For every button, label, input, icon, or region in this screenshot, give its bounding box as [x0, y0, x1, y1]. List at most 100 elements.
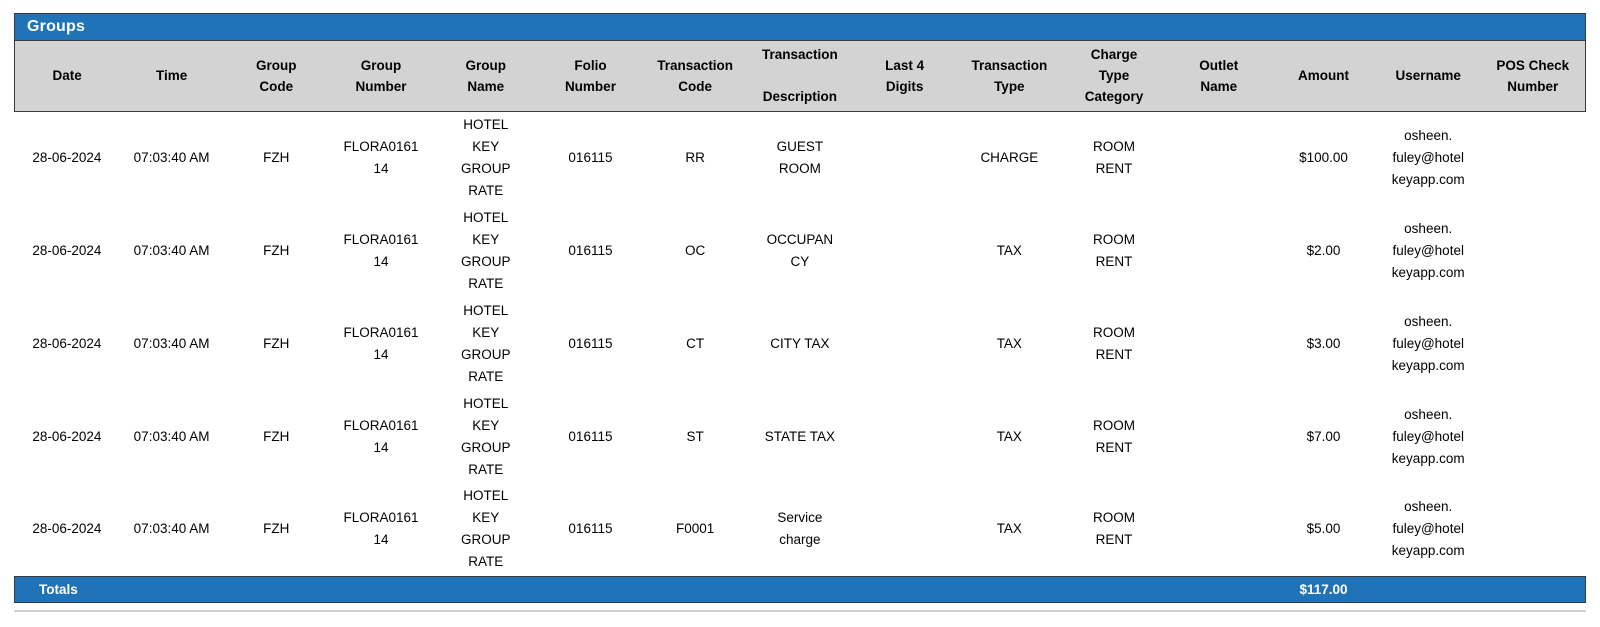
cell-transaction_type: TAX [956, 204, 1062, 297]
cell-transaction_type: CHARGE [956, 111, 1062, 204]
cell-date: 28-06-2024 [14, 204, 120, 297]
cell-last_4_digits [852, 111, 957, 204]
header-row: Date Time Group Code Group Number Group Name… [14, 41, 1586, 112]
cell-time: 07:03:40 AM [119, 297, 224, 390]
table-footer: Totals $117.00 [14, 575, 1586, 603]
totals-row: Totals $117.00 [14, 575, 1586, 603]
cell-pos_check_number [1480, 483, 1586, 576]
cell-outlet_name [1166, 204, 1272, 297]
cell-transaction_description: STATE TAX [747, 390, 853, 483]
table-row: 28-06-2024 07:03:40 AM FZH FLORA0161 14 HOTE… [14, 390, 1586, 483]
totals-label: Totals [14, 575, 1272, 603]
groups-transactions-table: Date Time Group Code Group Number Group Name… [14, 41, 1586, 603]
cell-charge_type_category: ROOM RENT [1061, 111, 1167, 204]
cell-transaction_code: F0001 [642, 483, 748, 576]
cell-folio_number: 016115 [538, 111, 643, 204]
cell-date: 28-06-2024 [14, 390, 120, 483]
cell-last_4_digits [852, 297, 957, 390]
cell-group_name: HOTEL KEY GROUP RATE [433, 297, 539, 390]
cell-username: osheen. fuley@hotel keyapp.com [1375, 483, 1481, 576]
groups-title-bar: Groups [14, 13, 1586, 41]
column-header-transaction_type: Transaction Type [956, 41, 1062, 112]
cell-group_number: FLORA0161 14 [328, 390, 434, 483]
table-header: Date Time Group Code Group Number Group Name… [14, 41, 1586, 112]
cell-last_4_digits [852, 483, 957, 576]
column-header-time: Time [119, 41, 224, 112]
table-body: 28-06-2024 07:03:40 AM FZH FLORA0161 14 HOTE… [14, 111, 1586, 576]
cell-group_code: FZH [223, 297, 329, 390]
table-row: 28-06-2024 07:03:40 AM FZH FLORA0161 14 HOTE… [14, 483, 1586, 576]
cell-username: osheen. fuley@hotel keyapp.com [1375, 204, 1481, 297]
cell-outlet_name [1166, 297, 1272, 390]
cell-username: osheen. fuley@hotel keyapp.com [1375, 111, 1481, 204]
column-header-date: Date [14, 41, 120, 112]
column-header-username: Username [1375, 41, 1481, 112]
cell-group_name: HOTEL KEY GROUP RATE [433, 111, 539, 204]
cell-time: 07:03:40 AM [119, 483, 224, 576]
cell-username: osheen. fuley@hotel keyapp.com [1375, 390, 1481, 483]
page-title: Groups [27, 18, 86, 35]
cell-amount: $5.00 [1271, 483, 1376, 576]
cell-group_number: FLORA0161 14 [328, 483, 434, 576]
cell-amount: $7.00 [1271, 390, 1376, 483]
cell-amount: $100.00 [1271, 111, 1376, 204]
cell-charge_type_category: ROOM RENT [1061, 204, 1167, 297]
cell-transaction_code: RR [642, 111, 748, 204]
column-header-transaction_code: Transaction Code [642, 41, 748, 112]
cell-charge_type_category: ROOM RENT [1061, 483, 1167, 576]
cell-group_code: FZH [223, 390, 329, 483]
column-header-group_number: Group Number [328, 41, 434, 112]
cell-folio_number: 016115 [538, 297, 643, 390]
cell-transaction_type: TAX [956, 390, 1062, 483]
cell-folio_number: 016115 [538, 390, 643, 483]
table-row: 28-06-2024 07:03:40 AM FZH FLORA0161 14 HOTE… [14, 297, 1586, 390]
column-header-transaction_description: Transaction Description [747, 41, 853, 112]
totals-amount: $117.00 [1271, 575, 1376, 603]
cell-group_name: HOTEL KEY GROUP RATE [433, 483, 539, 576]
cell-transaction_code: OC [642, 204, 748, 297]
cell-outlet_name [1166, 483, 1272, 576]
cell-transaction_description: OCCUPAN CY [747, 204, 853, 297]
cell-transaction_description: GUEST ROOM [747, 111, 853, 204]
column-header-outlet_name: Outlet Name [1166, 41, 1272, 112]
cell-transaction_type: TAX [956, 483, 1062, 576]
cell-charge_type_category: ROOM RENT [1061, 390, 1167, 483]
cell-pos_check_number [1480, 204, 1586, 297]
cell-transaction_code: ST [642, 390, 748, 483]
cell-last_4_digits [852, 390, 957, 483]
cell-amount: $3.00 [1271, 297, 1376, 390]
cell-time: 07:03:40 AM [119, 390, 224, 483]
cell-pos_check_number [1480, 111, 1586, 204]
column-header-amount: Amount [1271, 41, 1376, 112]
column-header-group_code: Group Code [223, 41, 329, 112]
cell-date: 28-06-2024 [14, 297, 120, 390]
cell-transaction_description: Service charge [747, 483, 853, 576]
cell-last_4_digits [852, 204, 957, 297]
cell-transaction_code: CT [642, 297, 748, 390]
cell-outlet_name [1166, 390, 1272, 483]
cell-group_code: FZH [223, 483, 329, 576]
cell-date: 28-06-2024 [14, 111, 120, 204]
table-row: 28-06-2024 07:03:40 AM FZH FLORA0161 14 HOTE… [14, 204, 1586, 297]
cell-group_name: HOTEL KEY GROUP RATE [433, 390, 539, 483]
cell-outlet_name [1166, 111, 1272, 204]
cell-date: 28-06-2024 [14, 483, 120, 576]
column-header-charge_type_category: Charge Type Category [1061, 41, 1167, 112]
cell-pos_check_number [1480, 390, 1586, 483]
cell-group_number: FLORA0161 14 [328, 204, 434, 297]
cell-folio_number: 016115 [538, 483, 643, 576]
column-header-pos_check_number: POS Check Number [1480, 41, 1586, 112]
column-header-group_name: Group Name [433, 41, 539, 112]
cell-pos_check_number [1480, 297, 1586, 390]
cell-transaction_type: TAX [956, 297, 1062, 390]
cell-group_number: FLORA0161 14 [328, 297, 434, 390]
cell-time: 07:03:40 AM [119, 111, 224, 204]
cell-group_number: FLORA0161 14 [328, 111, 434, 204]
table-row: 28-06-2024 07:03:40 AM FZH FLORA0161 14 HOTE… [14, 111, 1586, 204]
cell-time: 07:03:40 AM [119, 204, 224, 297]
cell-amount: $2.00 [1271, 204, 1376, 297]
groups-report: Groups Date Time Group Code Group Number Gro… [14, 13, 1586, 612]
cell-group_name: HOTEL KEY GROUP RATE [433, 204, 539, 297]
cell-group_code: FZH [223, 111, 329, 204]
cell-folio_number: 016115 [538, 204, 643, 297]
